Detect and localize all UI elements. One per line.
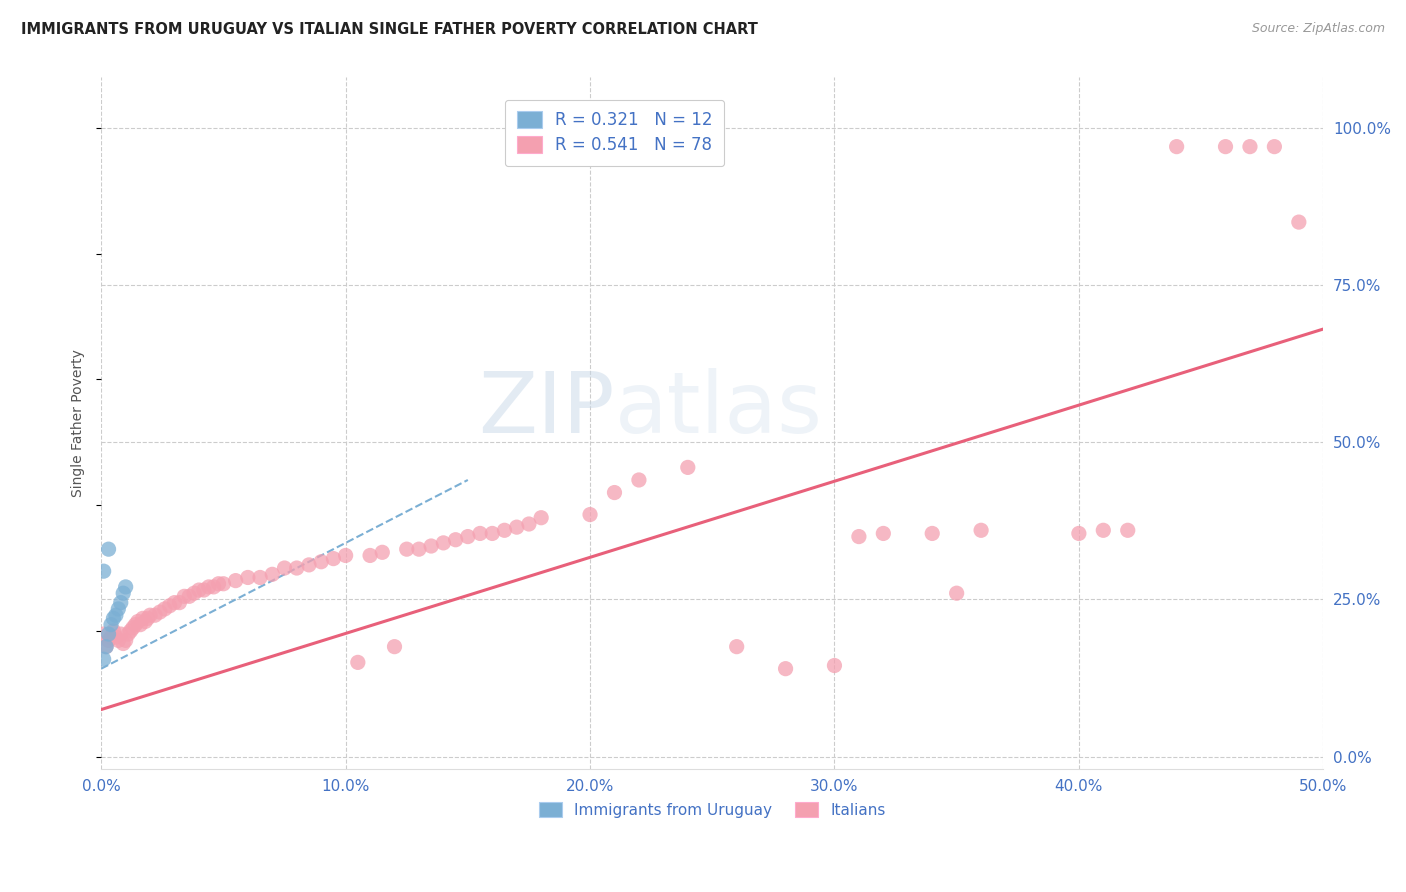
Point — [120, 624, 142, 638]
Point — [725, 640, 748, 654]
Point — [93, 564, 115, 578]
Point — [159, 599, 181, 613]
Point — [395, 542, 418, 557]
Point — [371, 545, 394, 559]
Point — [114, 633, 136, 648]
Point — [775, 662, 797, 676]
Point — [110, 627, 132, 641]
Point — [1166, 139, 1188, 153]
Point — [347, 656, 370, 670]
Point — [1116, 524, 1139, 538]
Point — [110, 596, 132, 610]
Point — [97, 627, 120, 641]
Point — [104, 630, 127, 644]
Point — [676, 460, 699, 475]
Point — [1288, 215, 1310, 229]
Point — [143, 608, 166, 623]
Point — [188, 582, 211, 597]
Point — [359, 549, 381, 563]
Point — [193, 582, 215, 597]
Point — [139, 608, 162, 623]
Point — [149, 605, 172, 619]
Point — [114, 580, 136, 594]
Point — [100, 617, 122, 632]
Point — [335, 549, 357, 563]
Point — [1092, 524, 1115, 538]
Point — [384, 640, 406, 654]
Point — [530, 510, 553, 524]
Point — [444, 533, 467, 547]
Point — [122, 621, 145, 635]
Point — [970, 524, 993, 538]
Text: ZIP: ZIP — [478, 368, 614, 451]
Point — [117, 627, 139, 641]
Point — [506, 520, 529, 534]
Point — [1067, 526, 1090, 541]
Text: atlas: atlas — [614, 368, 823, 451]
Point — [94, 640, 117, 654]
Point — [103, 611, 125, 625]
Point — [173, 590, 195, 604]
Point — [432, 536, 454, 550]
Legend: Immigrants from Uruguay, Italians: Immigrants from Uruguay, Italians — [533, 796, 891, 824]
Text: IMMIGRANTS FROM URUGUAY VS ITALIAN SINGLE FATHER POVERTY CORRELATION CHART: IMMIGRANTS FROM URUGUAY VS ITALIAN SINGL… — [21, 22, 758, 37]
Point — [129, 617, 152, 632]
Point — [153, 602, 176, 616]
Point — [169, 596, 191, 610]
Point — [236, 570, 259, 584]
Point — [207, 576, 229, 591]
Point — [468, 526, 491, 541]
Point — [322, 551, 344, 566]
Point — [93, 627, 115, 641]
Point — [1263, 139, 1285, 153]
Point — [136, 611, 159, 625]
Text: Source: ZipAtlas.com: Source: ZipAtlas.com — [1251, 22, 1385, 36]
Point — [627, 473, 650, 487]
Point — [309, 555, 332, 569]
Point — [124, 617, 146, 632]
Point — [202, 580, 225, 594]
Point — [112, 636, 135, 650]
Point — [94, 640, 117, 654]
Point — [921, 526, 943, 541]
Point — [872, 526, 894, 541]
Point — [249, 570, 271, 584]
Point — [179, 590, 201, 604]
Point — [97, 542, 120, 557]
Point — [579, 508, 602, 522]
Point — [97, 633, 120, 648]
Point — [183, 586, 205, 600]
Point — [848, 530, 870, 544]
Point — [225, 574, 247, 588]
Point — [93, 652, 115, 666]
Point — [285, 561, 308, 575]
Point — [494, 524, 516, 538]
Point — [132, 611, 155, 625]
Point — [945, 586, 967, 600]
Point — [273, 561, 295, 575]
Point — [107, 633, 129, 648]
Point — [127, 615, 149, 629]
Y-axis label: Single Father Poverty: Single Father Poverty — [72, 350, 86, 498]
Point — [262, 567, 284, 582]
Point — [100, 630, 122, 644]
Point — [212, 576, 235, 591]
Point — [408, 542, 430, 557]
Point — [134, 615, 156, 629]
Point — [107, 602, 129, 616]
Point — [163, 596, 186, 610]
Point — [457, 530, 479, 544]
Point — [481, 526, 503, 541]
Point — [197, 580, 219, 594]
Point — [112, 586, 135, 600]
Point — [103, 624, 125, 638]
Point — [823, 658, 845, 673]
Point — [298, 558, 321, 572]
Point — [420, 539, 443, 553]
Point — [104, 608, 127, 623]
Point — [1215, 139, 1237, 153]
Point — [603, 485, 626, 500]
Point — [1239, 139, 1261, 153]
Point — [517, 516, 540, 531]
